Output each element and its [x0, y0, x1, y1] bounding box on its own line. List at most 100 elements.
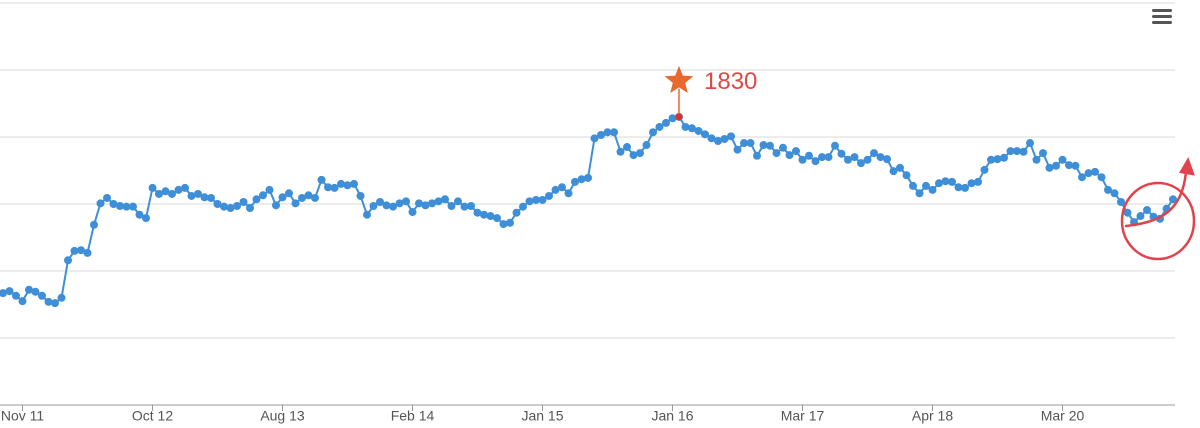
point — [155, 189, 163, 198]
point — [811, 157, 820, 166]
point — [961, 183, 969, 192]
point — [330, 183, 339, 192]
point — [1091, 167, 1099, 176]
point — [889, 167, 898, 176]
point — [1026, 139, 1034, 148]
x-axis: Nov 11 Oct 12 Aug 13 Feb 14 Jan 15 Jan 16 Mar … — [1, 405, 1085, 424]
point — [779, 143, 787, 152]
point — [96, 199, 105, 208]
point — [350, 179, 358, 188]
point — [168, 189, 176, 198]
menu-bar — [1152, 21, 1172, 24]
point — [922, 181, 930, 190]
point — [902, 171, 911, 180]
point — [252, 195, 261, 204]
point — [506, 218, 514, 227]
point — [798, 155, 807, 164]
point — [1006, 147, 1015, 156]
point — [161, 187, 170, 196]
point — [18, 297, 27, 306]
point — [70, 246, 79, 255]
point — [1169, 195, 1177, 204]
point — [1136, 212, 1145, 221]
circle-scribble — [1120, 181, 1196, 261]
point — [623, 143, 631, 152]
point — [239, 197, 248, 206]
point — [480, 210, 488, 219]
menu-button[interactable] — [1152, 9, 1172, 24]
point — [1143, 206, 1151, 215]
point — [753, 151, 761, 160]
point — [499, 220, 508, 229]
x-tick-label: Feb 14 — [391, 408, 435, 424]
point — [1039, 149, 1047, 158]
point — [285, 189, 293, 198]
point — [493, 214, 501, 223]
point — [447, 202, 456, 211]
point — [720, 135, 729, 144]
point — [727, 132, 735, 141]
point — [382, 201, 391, 210]
point — [415, 199, 423, 208]
point — [1065, 161, 1073, 170]
point — [584, 173, 592, 182]
point — [772, 149, 781, 158]
point — [636, 149, 644, 158]
point — [408, 208, 417, 217]
point — [896, 163, 904, 172]
arrow-scribble — [1124, 170, 1188, 228]
point — [538, 195, 547, 204]
point — [610, 128, 618, 137]
point — [343, 181, 352, 190]
point — [564, 189, 573, 198]
point — [428, 199, 436, 208]
line — [2, 115, 1174, 305]
point — [733, 145, 742, 154]
point — [441, 195, 449, 204]
point — [103, 193, 111, 202]
point — [200, 193, 209, 202]
point — [207, 193, 215, 202]
menu-bar — [1152, 15, 1172, 18]
point — [259, 191, 267, 200]
point — [668, 114, 677, 123]
point — [967, 179, 976, 188]
point — [662, 118, 670, 127]
point — [980, 165, 989, 174]
point — [616, 147, 625, 156]
point — [1097, 173, 1106, 182]
x-tick-label: Jan 16 — [651, 408, 693, 424]
point — [805, 151, 813, 160]
series — [0, 112, 1177, 308]
point — [304, 191, 313, 200]
point — [545, 191, 553, 200]
point — [818, 153, 826, 162]
x-tick-label: Jan 15 — [521, 408, 563, 424]
point — [226, 204, 235, 213]
point — [122, 202, 131, 211]
point — [824, 153, 833, 162]
x-tick-label: Mar 20 — [1041, 408, 1085, 424]
point — [265, 185, 274, 194]
point — [629, 151, 638, 160]
point — [395, 199, 404, 208]
point — [948, 177, 956, 186]
point — [213, 200, 222, 208]
point — [681, 122, 690, 131]
hand-drawn-mark — [1120, 157, 1196, 261]
point — [109, 200, 118, 208]
point — [850, 153, 859, 162]
point — [558, 183, 566, 192]
point — [792, 147, 800, 156]
point — [590, 134, 599, 143]
arrow-head — [1179, 157, 1195, 176]
point — [460, 202, 469, 211]
point — [44, 297, 53, 306]
highlight-label: 1830 — [704, 68, 757, 95]
point — [740, 139, 748, 148]
point — [551, 185, 560, 194]
point — [129, 202, 137, 211]
point — [941, 177, 950, 186]
point — [883, 155, 891, 164]
